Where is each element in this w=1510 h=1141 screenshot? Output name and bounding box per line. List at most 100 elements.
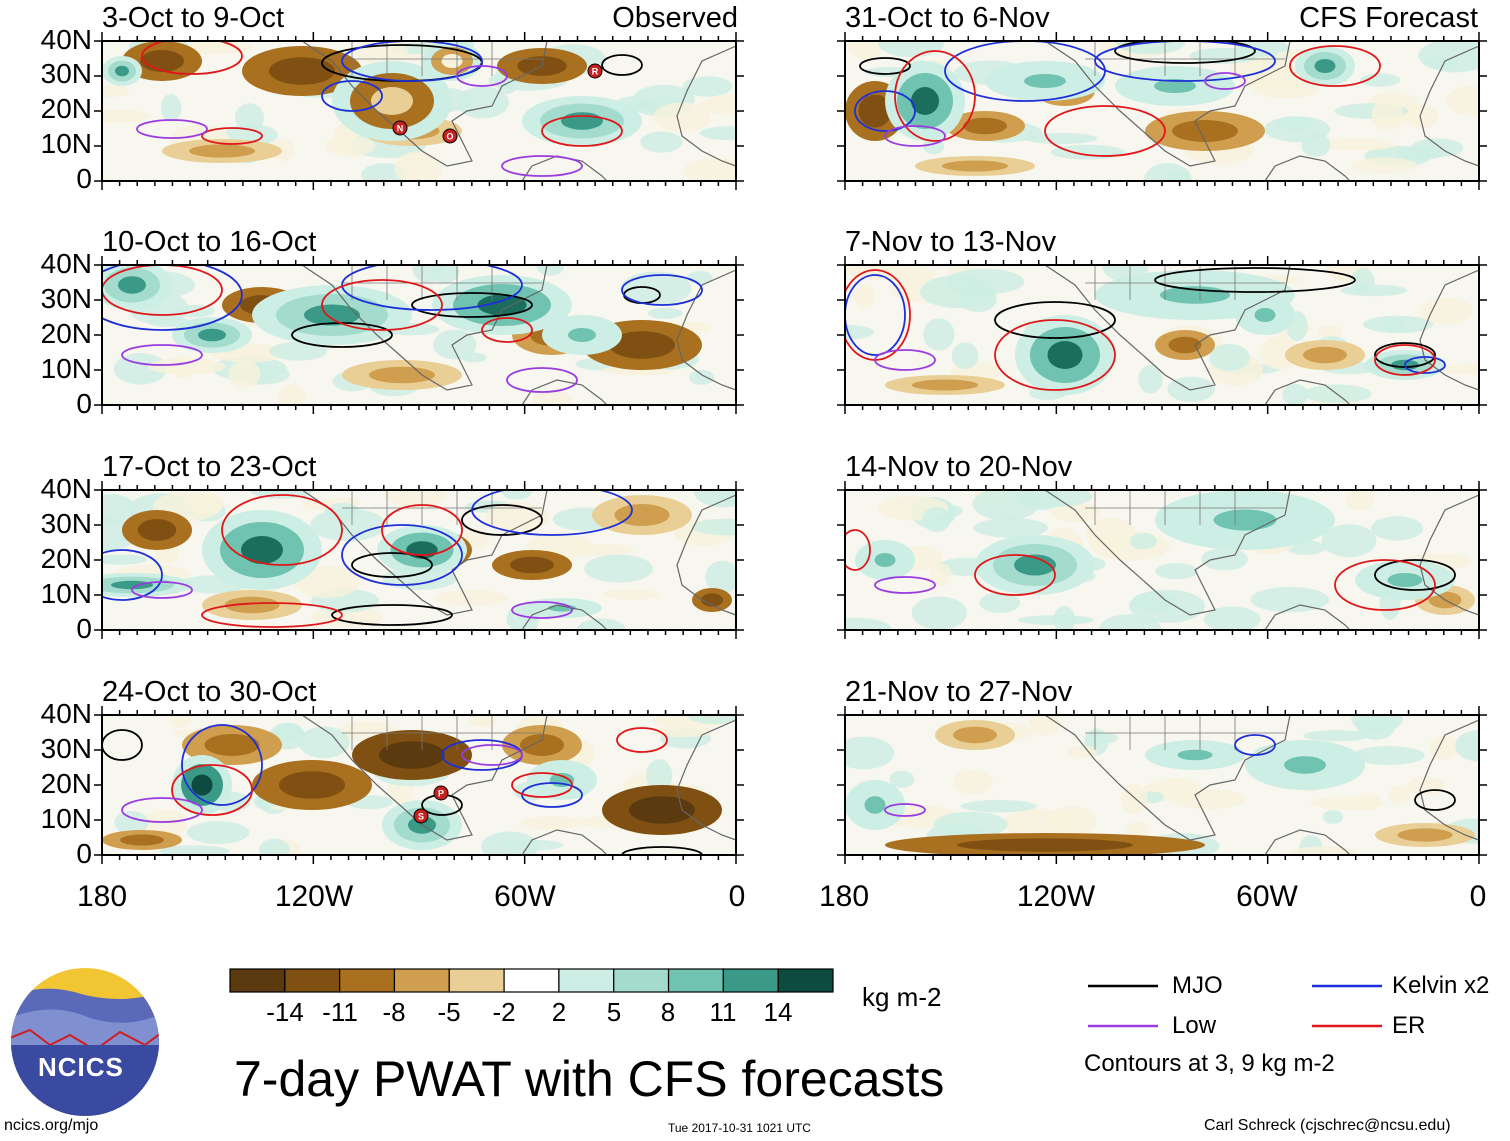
low-contour (884, 803, 926, 817)
low-contour (121, 797, 203, 823)
storm-marker (442, 128, 458, 144)
er-contour (511, 772, 573, 798)
pwat-anomaly-blob (577, 618, 626, 630)
logo-data-line (11, 1028, 159, 1052)
coastline-south-america (1264, 379, 1351, 405)
pwat-anomaly-blob (481, 831, 539, 855)
pwat-anomaly-blob (1418, 41, 1479, 73)
coastline-north-america (300, 715, 548, 841)
low-contour (456, 65, 508, 87)
pwat-anomaly-blob (933, 811, 1008, 838)
kelvin-contour (471, 490, 633, 536)
lat-tick-label: 30N (40, 733, 92, 764)
low-contour (501, 155, 583, 177)
low-contour (884, 125, 946, 147)
storm-marker (392, 120, 408, 136)
pwat-anomaly-blob (1310, 796, 1385, 810)
lat-tick-label: 0 (76, 388, 92, 419)
lat-tick-label: 10N (40, 128, 92, 159)
pwat-anomaly-blob (845, 736, 895, 770)
pwat-anomaly-blob (629, 796, 695, 824)
pwat-anomaly-blob (441, 54, 463, 68)
pwat-anomaly-blob (198, 328, 226, 342)
footer-author: Carl Schreck (cjschrec@ncsu.edu) (1204, 1117, 1451, 1134)
pwat-anomaly-blob (379, 741, 445, 769)
pwat-anomaly-blob (1120, 783, 1148, 815)
er-contour (541, 115, 623, 147)
pwat-anomaly-blob (847, 41, 883, 60)
pwat-anomaly-blob (889, 770, 915, 788)
pwat-anomaly-blob (1446, 85, 1479, 116)
pwat-anomaly-blob (477, 294, 527, 316)
pwat-anomaly-blob (279, 771, 345, 799)
colorbar-box (667, 968, 724, 993)
pwat-anomaly-blob (115, 65, 129, 77)
lat-tick-label: 0 (76, 613, 92, 644)
pwat-anomaly-blob (160, 93, 182, 123)
pwat-anomaly-blob (609, 331, 675, 359)
coastline-africa (1419, 494, 1479, 616)
pwat-anomaly-blob (1014, 554, 1056, 576)
low-contour (1204, 72, 1246, 90)
pwat-anomaly-blob (647, 307, 683, 319)
lat-tick-label: 40N (40, 473, 92, 504)
mjo-contour (994, 301, 1116, 339)
pwat-anomaly-blob (1359, 73, 1401, 87)
pwat-anomaly-blob (1067, 745, 1098, 758)
pwat-anomaly-blob (1440, 364, 1479, 375)
coastline-africa (1419, 45, 1479, 167)
coastline-africa (1419, 719, 1479, 841)
pwat-anomaly-blob (1371, 98, 1404, 132)
kelvin-contour (321, 80, 383, 112)
pwat-anomaly-blob (922, 506, 951, 533)
er-contour (481, 317, 533, 343)
coastline-africa (676, 719, 736, 841)
lon-tick-label: 0 (1469, 880, 1487, 913)
pwat-anomaly-blob (433, 329, 477, 360)
pwat-anomaly-blob (646, 759, 673, 792)
pwat-anomaly-blob (1411, 138, 1464, 158)
lat-tick-label: 0 (76, 163, 92, 194)
coastline-africa (676, 45, 736, 167)
coastline-africa (1419, 269, 1479, 391)
pwat-anomaly-blob (189, 144, 255, 158)
contours-note: Contours at 3, 9 kg m-2 (1084, 1050, 1335, 1077)
pwat-anomaly-blob (1455, 730, 1479, 762)
coastline-south-america (1264, 829, 1351, 855)
pwat-anomaly-blob (501, 490, 533, 500)
coastline-north-america (1043, 715, 1291, 841)
map-panel (102, 715, 736, 855)
pwat-anomaly-blob (953, 726, 997, 744)
lat-tick-label: 40N (40, 698, 92, 729)
colorbar-box (503, 968, 560, 993)
storm-label: O (446, 132, 453, 142)
pwat-anomaly-blob (652, 102, 712, 133)
legend-label-er: ER (1392, 1012, 1426, 1039)
pwat-anomaly-blob (923, 318, 955, 351)
pwat-anomaly-blob (568, 328, 596, 342)
pwat-anomaly-blob (461, 352, 487, 363)
er-contour (1289, 45, 1381, 87)
pwat-anomaly-blob (845, 617, 892, 630)
low-contour (121, 344, 203, 366)
kelvin-contour (621, 274, 703, 306)
er-contour (201, 602, 343, 628)
mjo-contour (411, 292, 533, 318)
pwat-anomaly-blob (1397, 828, 1453, 842)
pwat-anomaly-blob (874, 553, 896, 567)
low-contour (511, 601, 573, 619)
pwat-anomaly-blob (603, 589, 660, 601)
pwat-anomaly-blob (1419, 297, 1474, 325)
colorbar-tick-label: -2 (492, 997, 516, 1027)
storm-marker (433, 785, 449, 801)
colorbar-tick-label: 8 (660, 997, 676, 1027)
pwat-anomaly-blob (102, 85, 130, 98)
footer-site-link[interactable]: ncics.org/mjo (4, 1117, 99, 1134)
pwat-anomaly-blob (429, 265, 460, 284)
colorbar-tick-label: 5 (606, 997, 622, 1027)
coastline-north-america (300, 265, 548, 391)
logo-text: NCICS (38, 1052, 124, 1082)
pwat-anomaly-blob (952, 769, 994, 795)
coastline-north-america (1043, 41, 1291, 167)
mjo-contour (351, 552, 433, 578)
